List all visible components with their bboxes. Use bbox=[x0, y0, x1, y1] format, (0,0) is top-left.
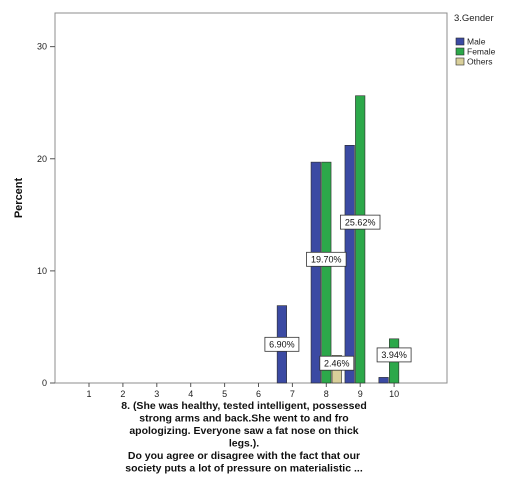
x-tick-label: 5 bbox=[222, 389, 227, 399]
data-label: 3.94% bbox=[376, 347, 412, 363]
data-label: 25.62% bbox=[339, 214, 381, 230]
data-label: 19.70% bbox=[306, 251, 347, 267]
data-label-text: 25.62% bbox=[345, 217, 376, 227]
data-label-text: 6.90% bbox=[269, 340, 295, 350]
y-tick-label: 20 bbox=[37, 154, 47, 164]
x-tick-label: 10 bbox=[389, 389, 399, 399]
bar-female-8 bbox=[321, 161, 332, 384]
x-axis-title-line: legs.). bbox=[229, 438, 259, 450]
bar-male-10 bbox=[378, 377, 389, 384]
bar-male-8 bbox=[310, 161, 321, 384]
legend-label-male: Male bbox=[467, 37, 486, 47]
y-tick-label: 30 bbox=[37, 42, 47, 52]
legend-label-female: Female bbox=[467, 47, 496, 57]
data-label-box bbox=[319, 355, 355, 371]
x-axis-title-line: strong arms and back.She went to and fro bbox=[139, 413, 348, 425]
x-axis-title-line: Do you agree or disagree with the fact t… bbox=[128, 450, 360, 462]
data-label-box bbox=[339, 214, 381, 230]
y-axis-title: Percent bbox=[13, 177, 25, 218]
data-label-text: 2.46% bbox=[324, 358, 350, 368]
plot-area bbox=[54, 12, 448, 384]
data-labels: 6.90% 19.70% 2.46% 25.62% 3.94% bbox=[264, 214, 412, 371]
data-label-text: 3.94% bbox=[381, 350, 407, 360]
data-label: 2.46% bbox=[319, 355, 355, 371]
x-axis-title-line: apologizing. Everyone saw a fat nose on … bbox=[129, 425, 358, 437]
y-tick-label: 0 bbox=[42, 378, 47, 388]
legend-title: 3.Gender bbox=[454, 13, 494, 24]
x-axis-title: 8. (She was healthy, tested intelligent,… bbox=[121, 400, 366, 475]
x-axis: 1 2 3 4 5 6 7 8 9 10 bbox=[86, 383, 399, 399]
x-tick-label: 4 bbox=[188, 389, 193, 399]
data-label-text: 19.70% bbox=[311, 255, 342, 265]
data-label-box bbox=[306, 251, 347, 267]
x-tick-label: 1 bbox=[86, 389, 91, 399]
data-label-box bbox=[376, 347, 412, 363]
legend-swatch-male bbox=[455, 37, 465, 46]
x-tick-label: 3 bbox=[154, 389, 159, 399]
x-tick-label: 7 bbox=[290, 389, 295, 399]
y-axis: 0 10 20 30 bbox=[37, 42, 55, 388]
x-axis-title-line: 8. (She was healthy, tested intelligent,… bbox=[121, 400, 366, 412]
data-label: 6.90% bbox=[264, 336, 300, 352]
y-tick-label: 10 bbox=[37, 266, 47, 276]
legend-label-others: Others bbox=[467, 57, 493, 67]
data-label-box bbox=[264, 336, 300, 352]
x-tick-label: 9 bbox=[358, 389, 363, 399]
x-tick-label: 8 bbox=[324, 389, 329, 399]
legend-swatch-others bbox=[455, 57, 465, 66]
bar-female-9 bbox=[355, 95, 366, 384]
x-tick-label: 6 bbox=[256, 389, 261, 399]
x-axis-title-line: society puts a lot of pressure on materi… bbox=[125, 463, 363, 475]
legend-swatch-female bbox=[455, 47, 465, 56]
x-tick-label: 2 bbox=[120, 389, 125, 399]
